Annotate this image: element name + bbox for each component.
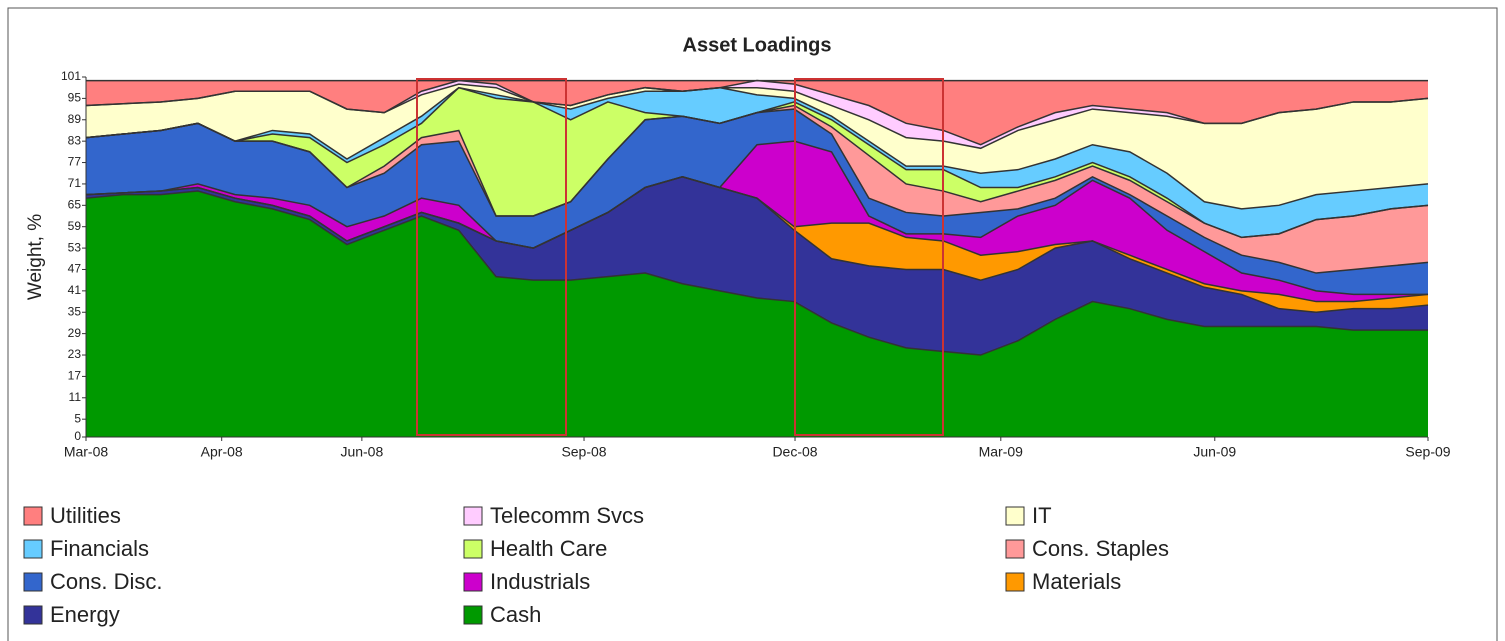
y-tick-label: 41 (68, 283, 82, 297)
x-tick-label: Mar-09 (979, 444, 1024, 460)
area (86, 87, 1428, 238)
y-tick-label: 59 (68, 219, 82, 233)
legend-label: Telecomm Svcs (490, 503, 644, 528)
legend-label: Cash (490, 602, 541, 627)
area-outline (85, 86, 1429, 210)
legend-label: Energy (50, 602, 120, 627)
y-tick-label: 35 (68, 304, 82, 318)
legend-label: Industrials (490, 569, 590, 594)
y-tick-label: 65 (68, 197, 82, 211)
area-outline (85, 86, 1429, 239)
x-tick-label: Dec-08 (772, 444, 817, 460)
legend-swatch (463, 572, 483, 592)
y-tick-label: 53 (68, 240, 82, 254)
chart-title: Asset Loadings (683, 34, 832, 56)
legend: Utilities Telecomm Svcs IT Financials Health… (23, 503, 1169, 627)
legend-label: Cons. Staples (1032, 536, 1169, 561)
y-axis-label: Weight, % (25, 214, 46, 300)
legend-swatch (1005, 539, 1025, 559)
legend-label: Materials (1032, 569, 1121, 594)
x-tick-label: Sep-08 (561, 444, 606, 460)
highlight-box (794, 78, 944, 436)
y-tick-label: 23 (68, 347, 82, 361)
area (86, 80, 1428, 149)
legend-label: Cons. Disc. (50, 569, 162, 594)
area (86, 105, 1428, 274)
y-tick-label: 17 (68, 369, 82, 383)
x-tick-label: Apr-08 (201, 444, 243, 460)
y-tick-label: 5 (74, 411, 81, 425)
area (86, 109, 1428, 295)
area-outline (85, 176, 1429, 303)
axes: 0 5 11 17 23 29 35 41 47 53 59 65 71 77 83 89 95 101 Mar-0… (61, 69, 1451, 460)
y-tick-label: 47 (68, 262, 82, 276)
y-tick-label: 11 (69, 390, 82, 404)
legend-swatch (23, 572, 43, 592)
y-tick-label: 0 (74, 429, 81, 443)
y-tick-label: 95 (68, 91, 82, 105)
legend-swatch (463, 539, 483, 559)
y-tick-label: 101 (61, 69, 81, 83)
plot-area (85, 79, 1429, 437)
y-tick-label: 77 (68, 155, 82, 169)
x-tick-label: Jun-08 (340, 444, 383, 460)
legend-swatch (463, 605, 483, 625)
legend-swatch (23, 605, 43, 625)
area (86, 80, 1428, 145)
y-tick-label: 71 (68, 176, 82, 190)
area (86, 176, 1428, 313)
legend-swatch (1005, 572, 1025, 592)
area (86, 176, 1428, 356)
y-tick-label: 89 (68, 112, 82, 126)
highlight-box (416, 78, 567, 436)
area-outline (85, 190, 1428, 356)
legend-swatch (23, 506, 43, 526)
x-tick-label: Jun-09 (1193, 444, 1236, 460)
legend-swatch (23, 539, 43, 559)
legend-label: Financials (50, 536, 149, 561)
highlights (416, 78, 944, 436)
area (86, 87, 1428, 238)
legend-label: Utilities (50, 503, 121, 528)
legend-label: Health Care (490, 536, 607, 561)
area-outline (85, 140, 1428, 296)
legend-swatch (463, 506, 483, 526)
legend-swatch (1005, 506, 1025, 526)
y-tick-label: 29 (68, 326, 82, 340)
y-tick-label: 83 (68, 133, 82, 147)
x-tick-label: Sep-09 (1405, 444, 1450, 460)
x-tick-label: Mar-08 (64, 444, 109, 460)
area (86, 191, 1428, 437)
legend-label: IT (1032, 503, 1052, 528)
